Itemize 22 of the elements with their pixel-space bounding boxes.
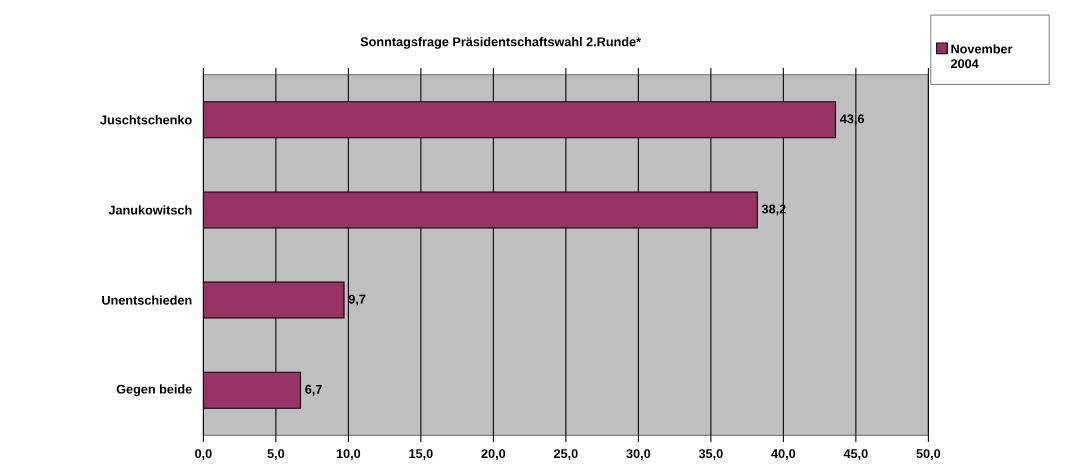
x-tick-label: 40,0 bbox=[771, 449, 796, 460]
x-tick-label: 20,0 bbox=[481, 449, 506, 460]
x-tick-label: 45,0 bbox=[843, 449, 868, 460]
x-tick-label: 50,0 bbox=[916, 449, 941, 460]
y-tick-label: Janukowitsch bbox=[108, 205, 192, 215]
bar bbox=[203, 191, 758, 229]
bar bbox=[203, 371, 302, 409]
y-tick-label: Gegen beide bbox=[116, 384, 192, 397]
y-tick-label: Juschtschenko bbox=[100, 115, 192, 125]
x-tick-label: 15,0 bbox=[409, 449, 433, 460]
x-tick-label: 35,0 bbox=[698, 449, 723, 460]
x-tick-label: 5,0 bbox=[267, 449, 285, 460]
bar bbox=[203, 101, 837, 139]
y-tick-label: Unentschieden bbox=[102, 295, 192, 305]
data-label: 6,7 bbox=[305, 384, 322, 396]
chart-title: Sonntagsfrage Präsidentschaftswahl 2.Runde* bbox=[360, 36, 642, 49]
legend-label: November 2004 bbox=[950, 44, 1013, 69]
x-tick-label: 30,0 bbox=[626, 449, 651, 460]
bar bbox=[203, 281, 345, 319]
x-tick-label: 10,0 bbox=[336, 449, 361, 460]
x-tick-label: 25,0 bbox=[553, 449, 578, 460]
x-tick-label: 0,0 bbox=[195, 449, 212, 460]
